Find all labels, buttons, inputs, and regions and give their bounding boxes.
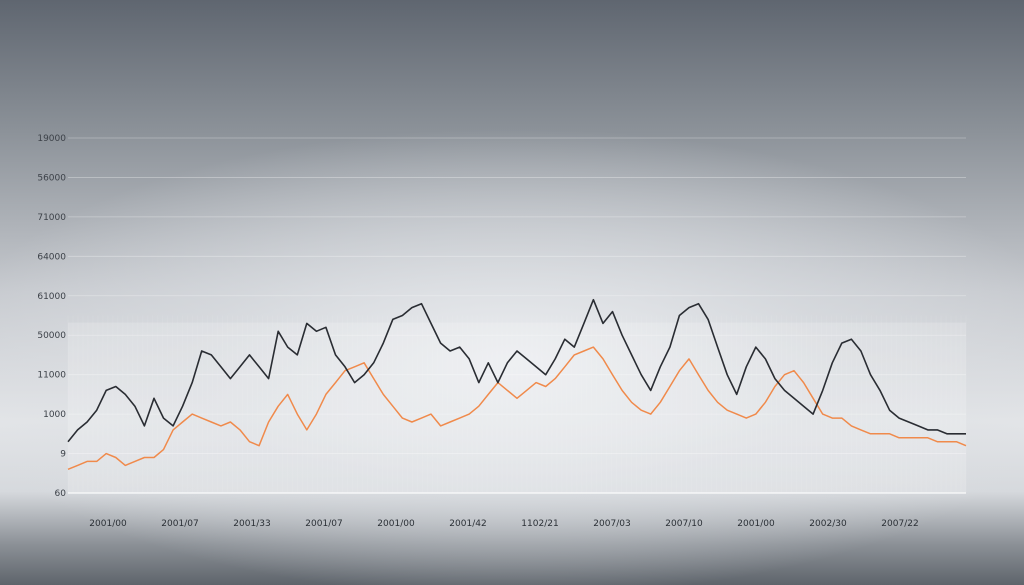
y-tick-label: 56000	[37, 173, 66, 183]
y-tick-label: 1000	[43, 410, 66, 420]
y-tick-label: 11000	[37, 371, 66, 381]
x-tick-label: 1102/21	[521, 519, 558, 529]
x-tick-label: 2001/00	[89, 519, 127, 529]
series-line-orange	[67, 346, 967, 470]
series-line-dark	[67, 298, 966, 443]
y-tick-label: 64000	[37, 252, 66, 262]
x-tick-label: 2001/42	[449, 519, 486, 529]
x-tick-label: 2001/00	[377, 519, 415, 529]
x-tick-label: 2001/07	[305, 519, 342, 529]
x-tick-label: 2001/00	[737, 519, 775, 529]
x-tick-label: 2007/22	[881, 519, 918, 529]
x-tick-label: 2001/33	[233, 519, 270, 529]
x-tick-label: 2001/07	[161, 519, 198, 529]
y-tick-label: 19000	[37, 134, 66, 144]
y-tick-label: 50000	[37, 331, 66, 341]
y-tick-label: 60	[55, 489, 67, 499]
y-tick-label: 71000	[37, 213, 66, 223]
x-tick-label: 2007/10	[665, 519, 703, 529]
y-tick-label: 61000	[37, 292, 66, 302]
y-tick-label: 9	[60, 450, 66, 460]
x-tick-label: 2007/03	[593, 519, 630, 529]
x-tick-label: 2002/30	[809, 519, 847, 529]
